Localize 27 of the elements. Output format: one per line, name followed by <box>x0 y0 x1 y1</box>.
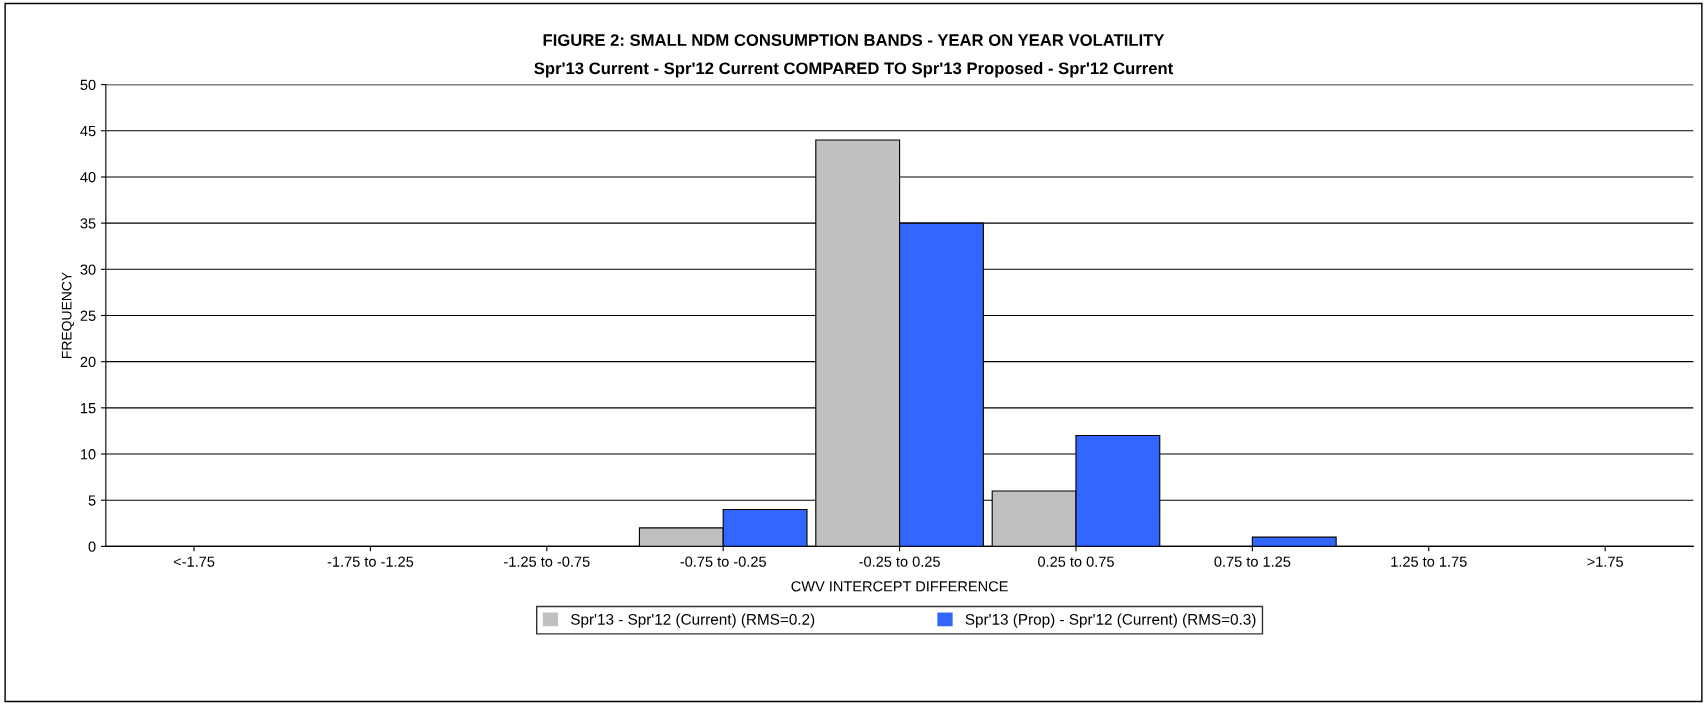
chart-title: FIGURE 2: SMALL NDM CONSUMPTION BANDS - YEAR ON YEAR VOLATILITY <box>543 34 1165 46</box>
legend-label: Spr'13 - Spr'12 (Current) (RMS=0.2) <box>571 613 815 628</box>
x-tick-label: <-1.75 <box>173 556 215 567</box>
chart-subtitle: Spr'13 Current - Spr'12 Current COMPARED TO Spr'13 Proposed - Spr'12 Current <box>534 61 1174 78</box>
x-tick-label: -0.75 to -0.25 <box>680 556 766 567</box>
bar <box>1251 536 1337 547</box>
x-tick-label: -1.75 to -1.25 <box>327 556 414 567</box>
y-tick-label: 35 <box>80 218 96 229</box>
x-tick-label: 0.25 to 0.75 <box>1038 556 1114 567</box>
y-tick-label: 0 <box>88 541 96 552</box>
y-axis-title: FREQUENCY <box>61 272 75 358</box>
x-tick-label: 1.25 to 1.75 <box>1391 556 1467 567</box>
x-axis-title: CWV INTERCEPT DIFFERENCE <box>791 581 1008 592</box>
legend-label: Spr'13 (Prop) - Spr'12 (Current) (RMS=0.3) <box>965 613 1256 628</box>
x-tick-label: -1.25 to -0.75 <box>504 556 590 567</box>
y-tick-label: 15 <box>81 403 96 414</box>
y-tick-label: 20 <box>80 356 96 368</box>
y-tick-label: 10 <box>81 449 96 460</box>
y-tick-label: 30 <box>80 264 96 275</box>
x-tick-label: 0.75 to 1.25 <box>1214 556 1291 567</box>
y-tick-label: 25 <box>80 310 96 321</box>
x-tick-label: >1.75 <box>1587 556 1623 567</box>
y-tick-label: 40 <box>80 172 96 183</box>
y-tick-label: 50 <box>80 79 96 91</box>
y-tick-label: 45 <box>80 126 96 137</box>
y-tick-label: 5 <box>88 495 96 506</box>
x-tick-label: -0.25 to 0.25 <box>859 556 940 567</box>
